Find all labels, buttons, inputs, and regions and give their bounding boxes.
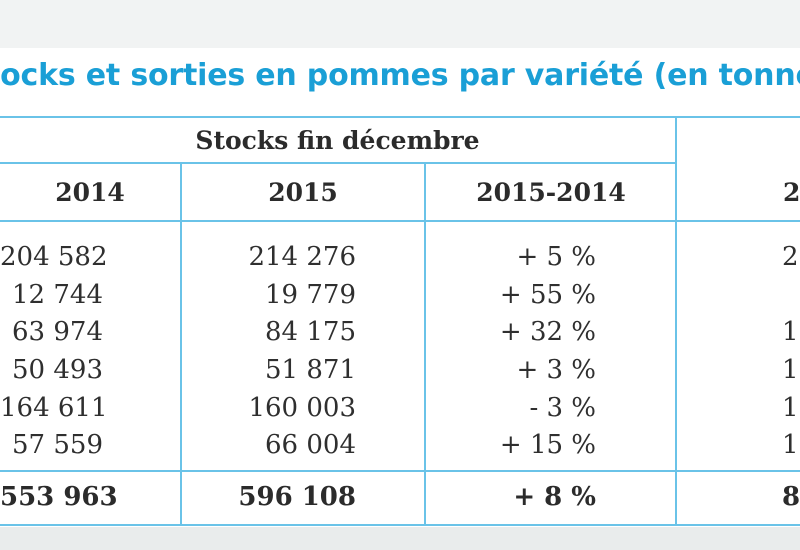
- total-next: 8: [782, 482, 800, 512]
- cell-2014-row-2: 12 744: [12, 280, 103, 310]
- cell-2015-row-5: 160 003: [248, 393, 356, 423]
- document-page: [0, 48, 800, 550]
- top-margin: [0, 0, 800, 48]
- total-2015: 596 108: [238, 482, 356, 512]
- rule-col-1: [180, 162, 182, 524]
- col-header-diff: 2015-2014: [476, 178, 626, 207]
- cell-diff-row-2: + 55 %: [499, 280, 596, 310]
- rule-col-3: [675, 116, 677, 524]
- bottom-margin: [0, 527, 800, 550]
- cell-2014-row-1: 204 582: [0, 242, 108, 272]
- cell-2015-row-1: 214 276: [248, 242, 356, 272]
- cell-diff-row-3: + 32 %: [499, 317, 596, 347]
- total-diff: + 8 %: [513, 482, 596, 512]
- cell-next-row-6: 1: [782, 430, 799, 460]
- cell-2014-row-3: 63 974: [12, 317, 103, 347]
- cell-diff-row-6: + 15 %: [499, 430, 596, 460]
- cell-2015-row-4: 51 871: [265, 355, 356, 385]
- col-header-2014: 2014: [55, 178, 125, 207]
- cell-diff-row-1: + 5 %: [516, 242, 596, 272]
- col-header-2015: 2015: [268, 178, 338, 207]
- cell-next-row-1: 2: [782, 242, 799, 272]
- cell-diff-row-5: - 3 %: [529, 393, 596, 423]
- cell-2014-row-4: 50 493: [12, 355, 103, 385]
- table-title: tocks et sorties en pommes par variété (…: [0, 58, 800, 93]
- cell-2014-row-6: 57 559: [12, 430, 103, 460]
- rule-total-top: [0, 470, 800, 472]
- cell-2014-row-5: 164 611: [0, 393, 108, 423]
- col-header-next: 2: [783, 178, 800, 207]
- group-header-stocks: Stocks fin décembre: [195, 126, 480, 155]
- rule-header-bottom: [0, 220, 800, 222]
- rule-group: [0, 162, 677, 164]
- cell-next-row-3: 1: [782, 317, 799, 347]
- cell-2015-row-6: 66 004: [265, 430, 356, 460]
- cell-next-row-4: 1: [782, 355, 799, 385]
- cell-diff-row-4: + 3 %: [516, 355, 596, 385]
- cell-2015-row-3: 84 175: [265, 317, 356, 347]
- rule-col-2: [424, 162, 426, 524]
- rule-bottom: [0, 524, 800, 526]
- rule-top: [0, 116, 800, 118]
- cell-2015-row-2: 19 779: [265, 280, 356, 310]
- stocks-table: Stocks fin décembre 2014 2015 2015-2014 …: [0, 116, 800, 526]
- cell-next-row-5: 1: [782, 393, 799, 423]
- total-2014: 553 963: [0, 482, 118, 512]
